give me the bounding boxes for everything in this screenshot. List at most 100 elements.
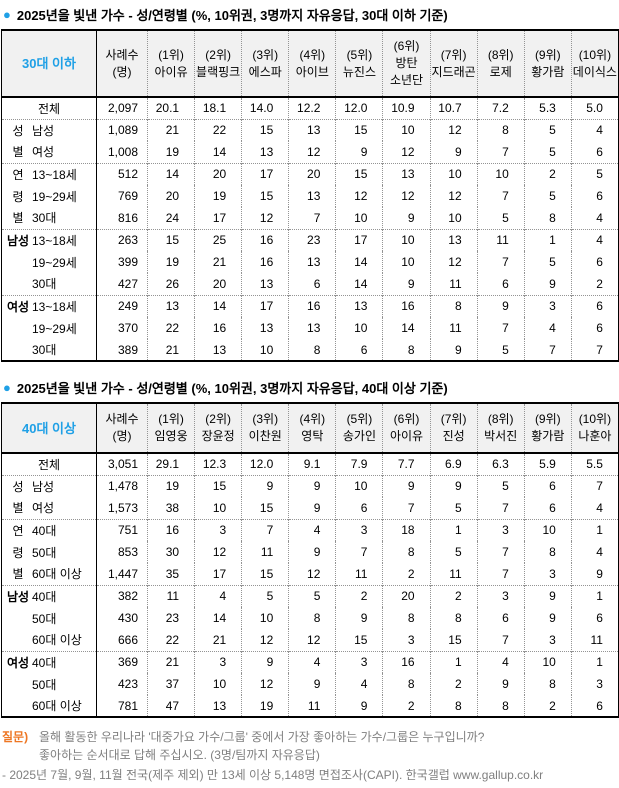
value-cell: 16 xyxy=(382,650,431,673)
value-cell: 16 xyxy=(194,317,243,339)
value-cell: 14 xyxy=(147,162,196,185)
value-cell: 19 xyxy=(194,185,243,207)
value-cell: 13 xyxy=(288,185,337,207)
value-cell: 7 xyxy=(571,474,619,497)
header-line: (명) xyxy=(112,64,132,79)
row-sublabel: 19~29세 xyxy=(32,189,77,204)
row-sublabel: 60대 이상 xyxy=(32,699,82,713)
rank-header: (7위) 지드래곤 xyxy=(430,30,478,98)
value-cell: 22 xyxy=(147,629,196,651)
value-cell: 9 xyxy=(288,673,337,695)
value-cell: 3 xyxy=(477,518,525,541)
value-cell: 10 xyxy=(241,339,290,361)
question-line-1: 질문) 올해 활동한 우리나라 '대중가요 가수/그룹' 중에서 가장 좋아하는… xyxy=(1,728,618,746)
value-cell: 8 xyxy=(382,673,431,695)
header-line: (10위) xyxy=(578,412,612,426)
value-cell: 9 xyxy=(335,607,384,629)
row-label: 50대 xyxy=(1,607,97,629)
value-cell: 13 xyxy=(147,294,196,317)
table-row: 여성 40대 369 21 3 9 4 3 16 1 4 10 1 xyxy=(1,650,619,673)
value-cell: 2 xyxy=(335,584,384,607)
question-line-2: 좋아하는 순서대로 답해 주십시오. (3명/팀까지 자유응답) xyxy=(39,748,320,762)
value-cell: 8 xyxy=(477,118,525,141)
header-line: 이찬원 xyxy=(248,429,282,443)
row-sublabel: 40대 xyxy=(32,523,57,538)
value-cell: 15 xyxy=(241,563,290,585)
rank-header: (7위) 진성 xyxy=(430,403,478,454)
table-row: 령 19~29세 769 20 19 15 13 12 12 12 7 5 6 xyxy=(1,185,619,207)
value-cell: 35 xyxy=(147,563,196,585)
value-cell: 8 xyxy=(382,541,431,563)
value-cell: 21 xyxy=(194,251,243,273)
row-group-label: 30대 이하 xyxy=(1,30,97,98)
value-cell: 19 xyxy=(241,695,290,717)
value-cell: 10 xyxy=(194,673,243,695)
row-label: 30대 xyxy=(1,339,97,361)
value-cell: 12 xyxy=(288,141,337,163)
table-row: 연 40대 751 16 3 7 4 3 18 1 3 10 1 xyxy=(1,518,619,541)
value-cell: 1 xyxy=(524,228,572,251)
value-cell: 8 xyxy=(524,673,572,695)
value-cell: 5 xyxy=(571,162,619,185)
row-label: 연 13~18세 xyxy=(1,162,97,185)
sample-size-cell: 769 xyxy=(96,185,148,207)
rank-header: (1위) 임영웅 xyxy=(147,403,196,454)
value-cell: 15 xyxy=(335,629,384,651)
row-label: 별 30대 xyxy=(1,207,97,229)
bullet-icon: ● xyxy=(3,380,11,395)
value-cell: 3 xyxy=(524,294,572,317)
value-cell: 3 xyxy=(335,518,384,541)
header-line: (1위) xyxy=(158,412,184,426)
value-cell: 8 xyxy=(288,607,337,629)
value-cell: 47 xyxy=(147,695,196,717)
value-cell: 16 xyxy=(241,251,290,273)
value-cell: 15 xyxy=(335,162,384,185)
value-cell: 26 xyxy=(147,273,196,295)
value-cell: 9 xyxy=(477,673,525,695)
value-cell: 11 xyxy=(241,541,290,563)
value-cell: 7 xyxy=(477,185,525,207)
value-cell: 15 xyxy=(241,497,290,519)
value-cell: 10 xyxy=(194,497,243,519)
header-line: 로제 xyxy=(489,64,512,79)
value-cell: 18 xyxy=(382,518,431,541)
value-cell: 7 xyxy=(477,141,525,163)
header-line: 블랙핑크 xyxy=(196,64,241,79)
value-cell: 2 xyxy=(382,563,431,585)
value-cell: 7 xyxy=(477,317,525,339)
value-cell: 10 xyxy=(524,650,572,673)
value-cell: 10 xyxy=(382,251,431,273)
value-cell: 9 xyxy=(524,584,572,607)
table-row: 연 13~18세 512 14 20 17 20 15 13 10 10 2 5 xyxy=(1,162,619,185)
row-category: 연 xyxy=(12,167,24,182)
row-category: 여성 xyxy=(6,299,30,314)
value-cell: 14 xyxy=(382,317,431,339)
value-cell: 6 xyxy=(477,273,525,295)
row-label: 19~29세 xyxy=(1,317,97,339)
value-cell: 3 xyxy=(524,629,572,651)
row-label: 60대 이상 xyxy=(1,695,97,717)
row-label: 남성 40대 xyxy=(1,584,97,607)
value-cell: 3 xyxy=(477,584,525,607)
value-cell: 9 xyxy=(596,566,603,581)
value-cell: 12 xyxy=(241,673,290,695)
value-cell: 11 xyxy=(288,695,337,717)
value-cell: 6.9 xyxy=(430,453,478,475)
value-cell: 5.5 xyxy=(586,457,603,472)
value-cell: 1 xyxy=(571,650,619,673)
sample-size-header: 사례수 (명) xyxy=(96,30,148,98)
value-cell: 9 xyxy=(430,339,478,361)
sample-size-cell: 263 xyxy=(96,228,148,251)
value-cell: 10 xyxy=(382,228,431,251)
value-cell: 13 xyxy=(335,294,384,317)
header-line: 영탁 xyxy=(301,429,324,443)
value-cell: 7.7 xyxy=(382,453,431,475)
row-sublabel: 30대 xyxy=(32,211,57,226)
value-cell: 3 xyxy=(335,650,384,673)
value-cell: 7 xyxy=(335,541,384,563)
rank-header: (6위) 방탄 소년단 xyxy=(382,30,431,98)
value-cell: 5 xyxy=(477,474,525,497)
value-cell: 7 xyxy=(477,541,525,563)
rank-header: (9위) 황가람 xyxy=(524,30,572,98)
value-cell: 2 xyxy=(596,276,603,291)
